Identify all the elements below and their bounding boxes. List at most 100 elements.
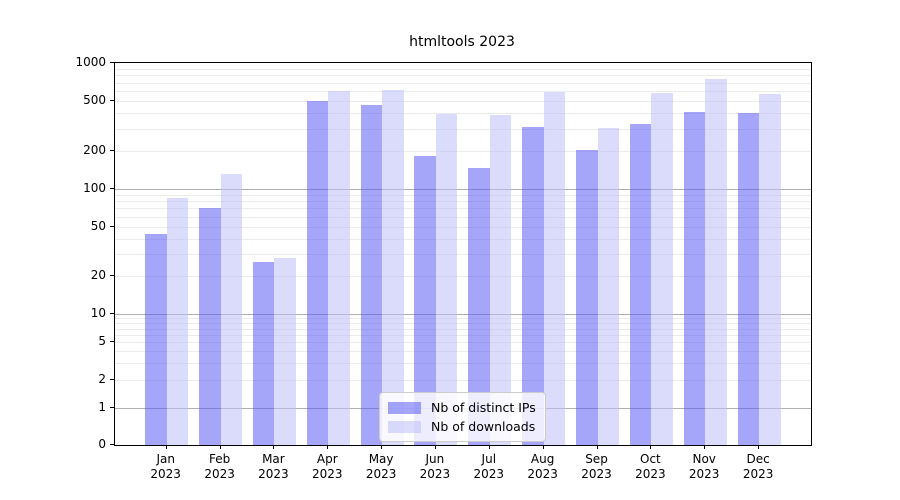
y-tick-mark — [110, 225, 114, 227]
downloads-swatch-icon — [388, 420, 421, 433]
minor-gridline — [115, 201, 811, 203]
minor-gridline — [115, 254, 811, 256]
major-gridline — [115, 314, 811, 315]
x-tick-label: Jul 2023 — [473, 452, 505, 481]
bar-downloads — [705, 79, 727, 445]
bar-downloads — [651, 93, 673, 445]
minor-gridline — [115, 334, 811, 336]
y-tick-mark — [110, 313, 114, 314]
y-tick-label: 1000 — [75, 55, 106, 69]
y-tick-mark — [110, 99, 114, 101]
x-tick-label: Apr 2023 — [312, 452, 343, 481]
legend-row-downloads: Nb of downloads — [388, 417, 536, 436]
bar-distinct-ips — [414, 155, 436, 445]
y-tick-label: 20 — [90, 268, 106, 283]
bar-downloads — [597, 127, 619, 445]
x-tick-mark — [596, 445, 598, 449]
minor-gridline — [115, 208, 811, 210]
minor-gridline — [115, 113, 811, 115]
bar-downloads — [220, 174, 243, 445]
y-tick-mark — [110, 378, 114, 380]
y-tick-mark — [110, 188, 114, 189]
minor-gridline — [115, 351, 811, 353]
x-tick-mark — [704, 445, 706, 449]
minor-gridline — [115, 128, 811, 130]
minor-gridline — [115, 151, 811, 153]
x-tick-label: Jan 2023 — [150, 452, 181, 481]
bar-distinct-ips — [360, 104, 383, 445]
legend-label-distinct-ips: Nb of distinct IPs — [431, 400, 536, 415]
bar-distinct-ips — [683, 111, 706, 445]
legend-label-downloads: Nb of downloads — [431, 419, 536, 434]
y-tick-label: 10 — [90, 306, 106, 320]
x-tick-mark — [488, 445, 490, 449]
bar-downloads — [382, 89, 404, 445]
minor-gridline — [115, 68, 811, 70]
y-tick-mark — [110, 341, 114, 343]
bar-downloads — [328, 91, 350, 445]
minor-gridline — [115, 363, 811, 365]
minor-gridline — [115, 91, 811, 92]
x-tick-label: Nov 2023 — [688, 452, 720, 481]
x-tick-mark — [381, 445, 383, 449]
bar-distinct-ips — [252, 262, 275, 445]
x-tick-label: Aug 2023 — [527, 452, 558, 481]
x-tick-mark — [273, 445, 275, 449]
y-tick-mark — [110, 62, 114, 63]
y-tick-mark — [110, 407, 114, 408]
x-tick-mark — [758, 445, 760, 449]
bar-downloads — [759, 93, 781, 445]
bar-distinct-ips — [576, 149, 598, 445]
x-tick-label: Jun 2023 — [419, 452, 451, 481]
bar-downloads — [435, 114, 458, 445]
x-tick-mark — [165, 445, 167, 449]
x-tick-mark — [327, 445, 329, 449]
y-tick-label: 50 — [90, 218, 106, 233]
minor-gridline — [115, 342, 811, 344]
x-tick-label: Dec 2023 — [742, 452, 774, 481]
y-tick-label: 500 — [83, 92, 106, 107]
bar-distinct-ips — [522, 127, 544, 445]
minor-gridline — [115, 276, 811, 278]
x-tick-mark — [650, 445, 652, 449]
minor-gridline — [115, 328, 811, 330]
bar-distinct-ips — [199, 208, 221, 445]
x-tick-mark — [434, 445, 436, 449]
bar-distinct-ips — [737, 113, 760, 445]
y-tick-label: 2 — [98, 371, 106, 386]
minor-gridline — [115, 100, 811, 102]
plot-area: Nb of distinct IPs Nb of downloads — [114, 62, 812, 446]
x-tick-mark — [542, 445, 544, 449]
bar-distinct-ips — [145, 233, 167, 445]
y-tick-label: 5 — [98, 334, 106, 349]
minor-gridline — [115, 318, 811, 320]
chart-title: htmltools 2023 — [409, 34, 515, 50]
y-tick-mark — [110, 275, 114, 277]
minor-gridline — [115, 75, 811, 77]
x-tick-label: Mar 2023 — [258, 452, 289, 481]
minor-gridline — [115, 226, 811, 228]
y-tick-label: 200 — [83, 143, 106, 158]
legend: Nb of distinct IPs Nb of downloads — [379, 392, 546, 442]
distinct-ips-swatch-icon — [388, 401, 421, 414]
y-tick-label: 0 — [98, 437, 106, 451]
bar-downloads — [543, 91, 566, 445]
bar-distinct-ips — [306, 100, 329, 445]
minor-gridline — [115, 379, 811, 381]
minor-gridline — [115, 82, 811, 84]
minor-gridline — [115, 323, 811, 325]
bar-downloads — [274, 258, 296, 445]
bar-downloads — [166, 197, 189, 445]
x-tick-label: Oct 2023 — [635, 452, 666, 481]
legend-row-distinct-ips: Nb of distinct IPs — [388, 398, 536, 417]
minor-gridline — [115, 216, 811, 218]
y-tick-mark — [110, 150, 114, 152]
y-tick-label: 1 — [98, 400, 106, 414]
major-gridline — [115, 189, 811, 190]
x-tick-mark — [219, 445, 221, 449]
bar-distinct-ips — [629, 123, 652, 445]
y-tick-label: 100 — [83, 181, 106, 195]
y-tick-mark — [110, 444, 114, 445]
x-tick-label: Sep 2023 — [581, 452, 612, 481]
